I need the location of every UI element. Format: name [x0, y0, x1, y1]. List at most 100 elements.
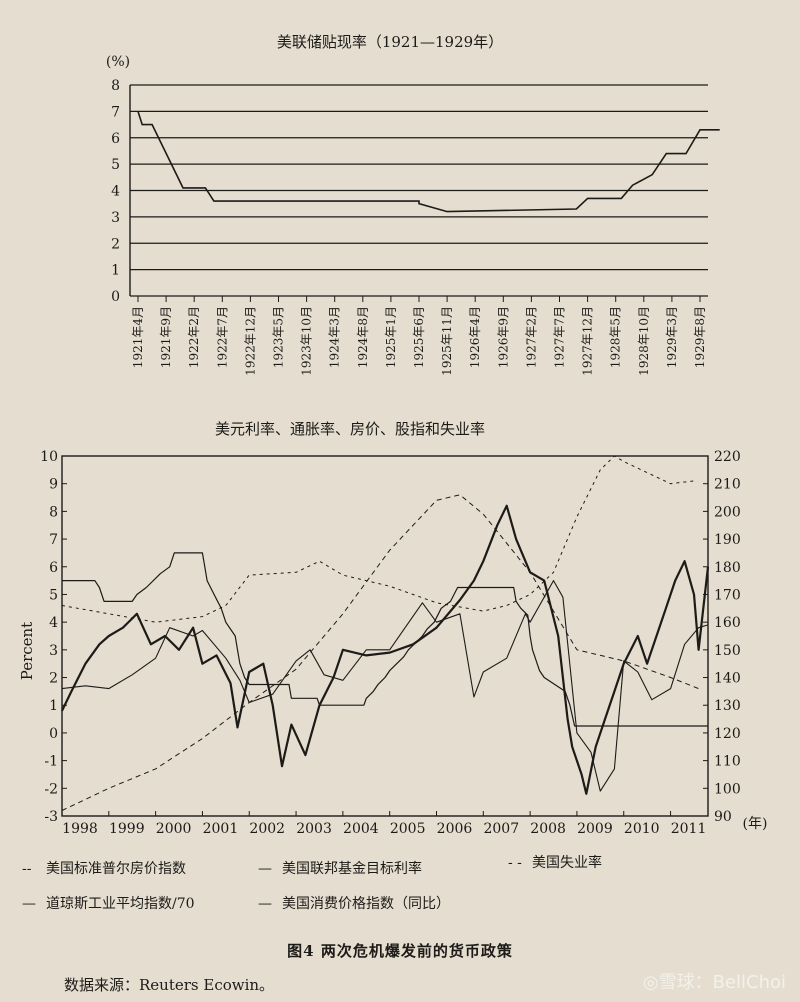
chart2-x-tick: 2007: [483, 821, 519, 837]
chart1-x-tick: 1925年11月: [440, 306, 454, 376]
chart2-right-tick: 90: [714, 809, 732, 825]
chart2-series: [61, 455, 710, 811]
chart1-x-tick: 1925年6月: [412, 306, 426, 368]
chart2-x-tick: 2008: [530, 821, 566, 837]
chart1-x-tick: 1922年12月: [243, 306, 257, 376]
legend-label: 美国联邦基金目标利率: [282, 861, 422, 877]
chart2-ylabel: Percent: [18, 622, 36, 680]
chart2-x-tick: 2005: [390, 821, 426, 837]
chart1-y-tick: 3: [111, 210, 120, 226]
chart2-x-tick: 2009: [577, 821, 613, 837]
chart1-y-tick: 2: [111, 236, 120, 252]
legend-symbol: —: [258, 861, 272, 877]
chart2-title: 美元利率、通胀率、房价、股指和失业率: [215, 420, 485, 438]
chart2-left-tick: 10: [40, 449, 58, 465]
chart2-right-tick: 170: [714, 587, 741, 603]
chart1-x-tick: 1924年8月: [356, 306, 370, 368]
chart1-y-tick: 4: [111, 184, 120, 200]
chart1-x-tick: 1927年7月: [553, 306, 567, 368]
chart2-left-tick: 5: [49, 587, 58, 603]
cpi-line: [61, 580, 709, 792]
chart2-left-tick: 2: [49, 671, 58, 687]
chart1-ylabel: (%): [106, 54, 130, 70]
chart2-x-tick: 2006: [437, 821, 473, 837]
chart1-x-tick: 1921年4月: [131, 306, 145, 368]
chart2-left-tick: 0: [49, 726, 58, 742]
chart2-right-tick: 120: [714, 726, 741, 742]
discount-rate-chart: 美联储贴现率（1921—1929年） (%) 0 1 2 3 4 5 6 7 8 1921年4月…: [106, 33, 720, 376]
legend-symbol: --: [22, 861, 32, 877]
chart2-x-tick: 1998: [62, 821, 98, 837]
legend-symbol: - -: [508, 855, 522, 871]
chart2-axes: [61, 455, 709, 817]
chart2-x-tick: 2001: [203, 821, 239, 837]
chart2-right-tick: 190: [714, 532, 741, 548]
chart2-left-tick: -3: [44, 809, 58, 825]
chart2-x-tick: 2002: [249, 821, 285, 837]
chart2-x-tick: 2000: [156, 821, 192, 837]
data-source: 数据来源：Reuters Ecowin。: [64, 976, 275, 994]
legend-label: 道琼斯工业平均指数/70: [46, 896, 195, 912]
chart2-right-tick: 220: [714, 449, 741, 465]
chart2-left-tick: -2: [44, 781, 58, 797]
rates-inflation-chart: 美元利率、通胀率、房价、股指和失业率 Percent (年) -3-2-1012…: [18, 420, 768, 837]
chart1-x-tick: 1925年1月: [384, 306, 398, 368]
chart1-x-tick: 1928年10月: [637, 306, 651, 376]
chart1-y-ticks: 0 1 2 3 4 5 6 7 8: [111, 78, 120, 305]
chart1-y-tick: 8: [111, 78, 120, 94]
legend-symbol: —: [258, 896, 272, 912]
discount-rate-line: [137, 111, 720, 213]
chart1-x-categories: 1921年4月 1921年9月 1922年2月 1922年7月 1922年12月 1923…: [131, 296, 707, 376]
chart2-left-tick: 8: [49, 504, 58, 520]
chart1-x-tick: 1926年9月: [496, 306, 510, 368]
chart2-ticks: -3 -2 -1 0 1 2 3 4 5 6 7 8 9 10 90 100 110 120 130 140 150 16…: [40, 449, 741, 837]
chart2-x-tick: 2003: [296, 821, 332, 837]
legend-label: 美国消费价格指数（同比）: [282, 896, 450, 912]
chart2-left-tick: -1: [44, 754, 58, 770]
chart2-frame: [61, 455, 709, 817]
chart1-x-tick: 1923年5月: [272, 306, 286, 368]
legend-symbol: —: [22, 896, 36, 912]
chart1-gridlines: [129, 84, 708, 297]
chart1-x-tick: 1922年2月: [187, 306, 201, 368]
chart2-left-tick: 4: [49, 615, 58, 631]
chart2-x-tick: 2010: [624, 821, 660, 837]
legend-label: 美国标准普尔房价指数: [46, 861, 186, 877]
chart1-x-tick: 1922年7月: [215, 306, 229, 368]
chart1-x-tick: 1923年10月: [300, 306, 314, 376]
chart2-left-tick: 9: [49, 477, 58, 493]
chart2-xlabel: (年): [743, 816, 768, 832]
chart2-left-tick: 6: [49, 560, 58, 576]
chart1-x-tick: 1924年3月: [328, 306, 342, 368]
chart1-y-tick: 5: [111, 157, 120, 173]
chart2-right-tick: 140: [714, 671, 741, 687]
chart1-x-tick: 1929年3月: [665, 306, 679, 368]
legend-item-unemployment: - - 美国失业率: [508, 852, 602, 872]
chart1-y-tick: 0: [111, 289, 120, 305]
figure-caption: 图4 两次危机爆发前的货币政策: [287, 942, 513, 960]
chart2-right-tick: 130: [714, 698, 741, 714]
chart1-x-tick: 1928年5月: [609, 306, 623, 368]
chart2-right-tick: 160: [714, 615, 741, 631]
chart2-left-tick: 3: [49, 643, 58, 659]
chart1-x-tick: 1927年2月: [524, 306, 538, 368]
legend-item-dow-jones: — 道琼斯工业平均指数/70: [22, 893, 195, 913]
chart2-right-tick: 210: [714, 477, 741, 493]
chart2-right-tick: 110: [714, 754, 741, 770]
legend-item-fed-funds: — 美国联邦基金目标利率: [258, 858, 422, 878]
chart2-right-tick: 200: [714, 504, 741, 520]
chart2-left-tick: 1: [49, 698, 58, 714]
fed-funds-line: [62, 552, 708, 727]
chart1-y-tick: 1: [111, 263, 120, 279]
unemployment-line: [61, 455, 695, 623]
chart2-x-tick: 2011: [671, 821, 707, 837]
chart2-x-tick: 2004: [343, 821, 379, 837]
legend-item-cpi: — 美国消费价格指数（同比）: [258, 893, 450, 913]
house-price-line: [61, 494, 699, 811]
dow-jones-line: [61, 504, 710, 795]
chart2-right-tick: 150: [714, 643, 741, 659]
chart2-left-tick: 7: [49, 532, 58, 548]
chart1-x-tick: 1921年9月: [159, 306, 173, 368]
chart1-title: 美联储贴现率（1921—1929年）: [277, 33, 503, 51]
